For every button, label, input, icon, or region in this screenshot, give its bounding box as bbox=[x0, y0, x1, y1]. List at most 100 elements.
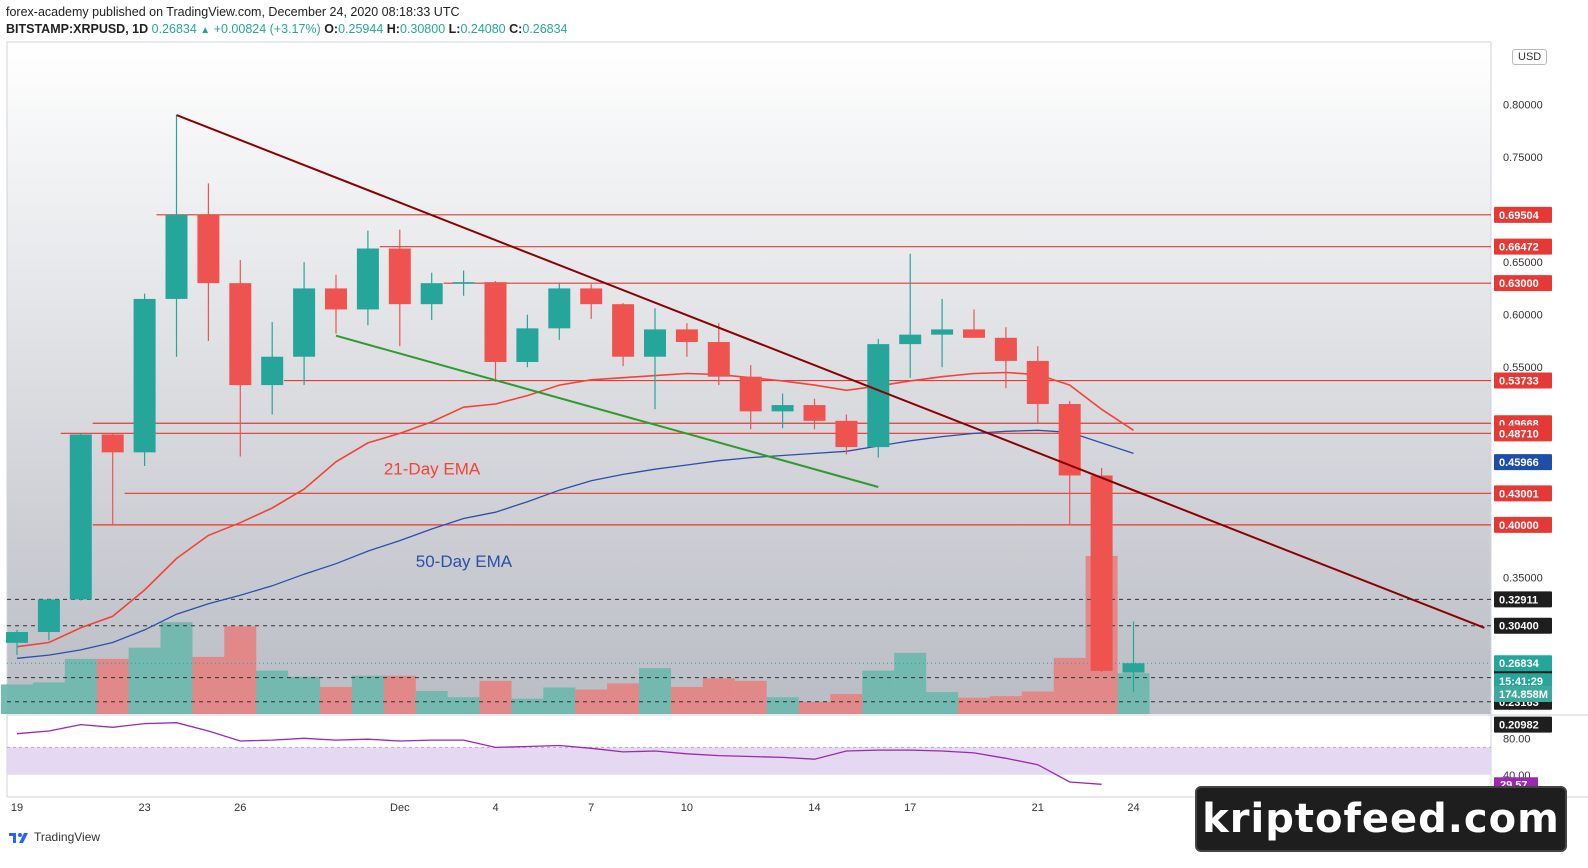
volume-bar bbox=[670, 686, 703, 714]
candle bbox=[580, 284, 603, 319]
ema21-annotation: 21-Day EMA bbox=[384, 459, 481, 478]
candle-body bbox=[899, 334, 922, 345]
candle-body bbox=[644, 329, 666, 357]
currency-selector[interactable]: USD bbox=[1512, 49, 1548, 65]
candle bbox=[165, 115, 188, 357]
candle bbox=[1090, 468, 1113, 672]
candle bbox=[356, 230, 379, 326]
candle bbox=[963, 309, 985, 338]
candle-body bbox=[1058, 404, 1081, 476]
candle-body bbox=[101, 434, 124, 453]
volume-bar bbox=[383, 675, 416, 714]
level-price-label-bg bbox=[1494, 425, 1552, 442]
y-axis-ticks: 0.80000 0.75000 0.65000 0.60000 0.55000 0.350… bbox=[1503, 100, 1543, 585]
candle-body bbox=[739, 376, 762, 412]
candle bbox=[325, 274, 347, 334]
x-tick-label: 23 bbox=[138, 802, 150, 814]
volume-bar bbox=[958, 697, 990, 714]
candle-body bbox=[1026, 360, 1049, 405]
level-price-label: 0.48710 bbox=[1499, 428, 1539, 440]
candle bbox=[867, 338, 890, 458]
volume-bar bbox=[734, 680, 767, 714]
candle-body bbox=[133, 298, 156, 453]
level-price-label-bg bbox=[1494, 372, 1552, 389]
x-tick-label: 19 bbox=[11, 802, 23, 814]
volume-bar bbox=[447, 697, 480, 714]
watermark-text: kriptofeed.com bbox=[1202, 796, 1560, 842]
close-value: 0.26834 bbox=[522, 22, 568, 36]
x-tick-label: 17 bbox=[904, 802, 916, 814]
candle bbox=[133, 293, 156, 467]
volume-bar bbox=[543, 687, 576, 714]
x-tick-label: 10 bbox=[681, 802, 693, 814]
last-price-label: 0.26834 bbox=[1499, 658, 1540, 670]
x-tick-label: 4 bbox=[492, 802, 498, 814]
candle-body bbox=[675, 329, 698, 343]
volume-bar bbox=[32, 682, 65, 714]
volume-axis-label-bg bbox=[1494, 686, 1552, 702]
candle-body bbox=[516, 328, 539, 362]
volume-bar bbox=[989, 696, 1022, 714]
volume-bar bbox=[766, 697, 799, 714]
level-price-label-bg bbox=[1494, 275, 1552, 292]
candle-body bbox=[229, 283, 252, 386]
candle bbox=[548, 283, 571, 340]
volume-bar bbox=[479, 680, 512, 714]
candle bbox=[803, 398, 826, 430]
candle-body bbox=[1090, 475, 1113, 671]
y-tick-label: 0.75000 bbox=[1503, 152, 1543, 164]
level-price-label-bg bbox=[1494, 206, 1552, 223]
y-tick-label: 0.35000 bbox=[1503, 572, 1543, 584]
open-label: O: bbox=[324, 22, 339, 36]
candle-body bbox=[420, 283, 443, 305]
volume-bar bbox=[798, 701, 831, 714]
price-change: +0.00824 (+3.17%) bbox=[213, 22, 321, 36]
countdown-label: 15:41:29 bbox=[1499, 676, 1543, 688]
volume-bar bbox=[64, 658, 97, 714]
volume-bar bbox=[702, 678, 735, 714]
ema50-annotation: 50-Day EMA bbox=[416, 552, 513, 571]
candle-body bbox=[867, 344, 890, 448]
open-value: 0.25944 bbox=[338, 22, 384, 36]
candle bbox=[994, 327, 1017, 389]
candle bbox=[388, 229, 411, 347]
candle bbox=[6, 629, 28, 656]
candle bbox=[37, 598, 60, 641]
candles bbox=[6, 115, 1145, 693]
candle-body bbox=[197, 214, 220, 284]
level-price-label: 0.53733 bbox=[1499, 376, 1539, 388]
price-axis-labels: 0.695040.664720.630000.537330.496680.487… bbox=[1494, 206, 1552, 733]
x-tick-label: 14 bbox=[808, 802, 820, 814]
volume-bar bbox=[830, 694, 863, 714]
candle bbox=[931, 298, 954, 368]
candle-body bbox=[293, 288, 316, 357]
candle bbox=[420, 272, 443, 320]
candle-body bbox=[548, 288, 571, 329]
candle bbox=[101, 433, 124, 525]
tradingview-logo-icon bbox=[9, 833, 28, 843]
watermark: kriptofeed.com bbox=[1195, 786, 1567, 852]
candle bbox=[293, 262, 316, 386]
level-price-label: 0.40000 bbox=[1499, 520, 1539, 532]
candle bbox=[1058, 400, 1081, 525]
candle-body bbox=[707, 342, 730, 377]
last-price: 0.26834 bbox=[151, 22, 197, 36]
footer: TradingView bbox=[8, 830, 100, 844]
high-label: H: bbox=[386, 22, 400, 36]
ema21-line bbox=[16, 371, 1134, 648]
candle-body bbox=[261, 356, 284, 386]
support-trendline bbox=[335, 334, 879, 488]
y-tick-label: 0.55000 bbox=[1503, 362, 1543, 374]
candle-body bbox=[388, 248, 411, 305]
x-axis-ticks: 192326Dec47101417212420214 bbox=[11, 802, 1488, 814]
low-label: L: bbox=[448, 22, 461, 36]
level-price-label: 0.63000 bbox=[1499, 278, 1539, 290]
candle-body bbox=[771, 405, 794, 412]
volume-bar bbox=[351, 675, 384, 714]
candle bbox=[675, 323, 698, 357]
chart-header: forex-academy published on TradingView.c… bbox=[6, 4, 568, 39]
high-value: 0.30800 bbox=[399, 22, 446, 36]
volume-bar bbox=[1, 684, 33, 714]
tradingview-brand[interactable]: TradingView bbox=[34, 830, 101, 844]
